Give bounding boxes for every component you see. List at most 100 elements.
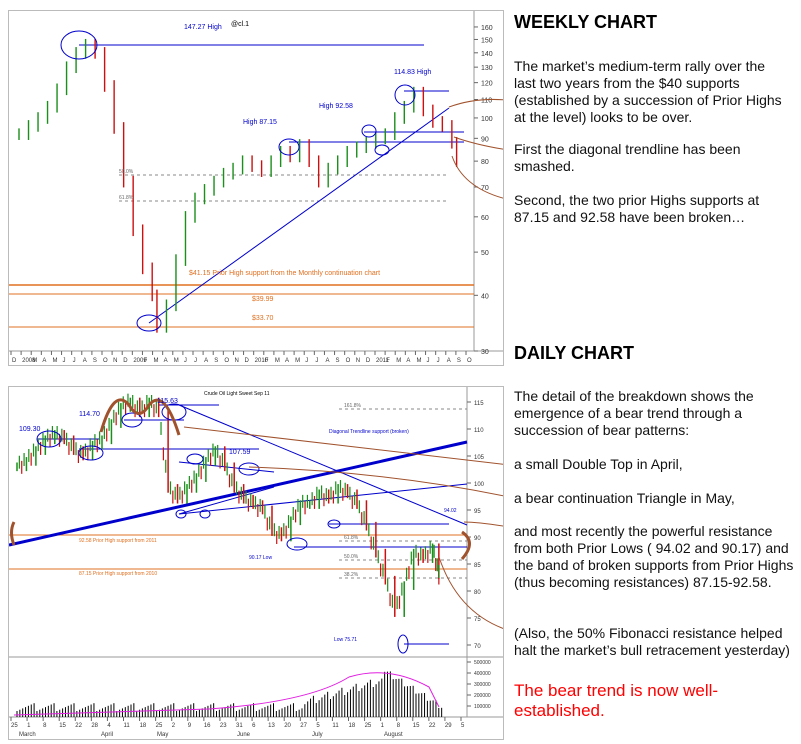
daily-circle-low [397, 634, 409, 654]
weekly-circle-high-114 [394, 84, 416, 106]
daily-label-8715: 87.15 Prior High support from 2010 [79, 571, 157, 577]
weekly-xtick-label: M [52, 358, 57, 364]
daily-xtick-label: 1 [27, 723, 31, 729]
daily-label-9017: 90.17 Low [249, 555, 272, 561]
weekly-label-fib50: 50.0% [119, 169, 134, 175]
weekly-xtick-label: M [275, 358, 280, 364]
daily-ytick-label: 70 [474, 644, 481, 650]
weekly-diagonal-trendline [148, 107, 450, 324]
weekly-circle-high-147 [60, 30, 98, 60]
weekly-xtick-label: D [123, 358, 128, 364]
daily-bracket-right [460, 530, 471, 560]
weekly-xtick-label: M [295, 358, 300, 364]
weekly-ytick-label: 40 [481, 293, 489, 300]
daily-label-9258: 92.58 Prior High support from 2011 [79, 538, 157, 544]
weekly-heading: WEEKLY CHART [514, 12, 658, 32]
weekly-chart: 30 40 50 60 70 80 90 100 110 120 130 140 150 160 D 200… [8, 10, 516, 366]
weekly-ytick-label: 90 [481, 136, 489, 143]
daily-label-fib61: 61.8% [344, 535, 359, 541]
daily-xtick-label: 8 [43, 723, 47, 729]
weekly-xtick-label: J [194, 358, 197, 364]
daily-paragraph-2: a small Double Top in April, [514, 456, 683, 472]
weekly-label-support-41: $41.15 Prior High support from the Month… [189, 270, 380, 277]
weekly-circle-high-92 [361, 124, 377, 138]
weekly-xtick-label: S [93, 358, 97, 364]
daily-xtick-label: 15 [413, 723, 420, 729]
daily-xtick-label: 25 [11, 723, 18, 729]
weekly-xtick-label: A [285, 358, 289, 364]
daily-double-top-mark [99, 398, 181, 436]
daily-xtick-label: 22 [429, 723, 436, 729]
weekly-xtick-label: J [63, 358, 66, 364]
weekly-xtick-label: D [366, 358, 371, 364]
daily-vol-ytick-label: 300000 [474, 682, 491, 688]
daily-xtick-label: 13 [268, 723, 275, 729]
daily-bracket-left [10, 521, 16, 546]
daily-circle-a [78, 445, 104, 461]
daily-symbol: Crude Oil Light Sweet Sep 11 [204, 391, 270, 397]
daily-month-label: April [101, 732, 113, 738]
daily-month-label: June [237, 732, 251, 738]
daily-xtick-label: 31 [236, 723, 243, 729]
daily-paragraph-3: a bear continuation Triangle in May, [514, 490, 735, 506]
weekly-label-3999: $39.99 [252, 296, 274, 303]
weekly-plot-bg [9, 11, 474, 351]
weekly-xtick-label: 2009 [133, 358, 147, 364]
weekly-xtick-label: A [83, 358, 87, 364]
weekly-xtick-label: A [164, 358, 168, 364]
weekly-ytick-label: 60 [481, 215, 489, 222]
weekly-xtick-label: O [103, 358, 108, 364]
weekly-paragraph-1: The market’s medium-term rally over the … [514, 58, 782, 125]
weekly-xtick-label: O [346, 358, 351, 364]
weekly-xtick-label: J [73, 358, 76, 364]
weekly-xtick-label: S [336, 358, 340, 364]
daily-open-interest-line [13, 672, 440, 716]
daily-xtick-label: 18 [140, 723, 147, 729]
daily-label-diag: Diagonal Trendline support (broken) [329, 429, 409, 435]
daily-chart-svg: 7075808590951001051101151000002000003000… [8, 387, 515, 738]
daily-xtick-label: 29 [445, 723, 452, 729]
weekly-xtick-label: 2010 [255, 358, 269, 364]
daily-arrow-triangle [248, 466, 510, 498]
weekly-ytick-label: 150 [481, 37, 493, 44]
daily-month-label: March [19, 732, 36, 738]
weekly-xtick-label: J [305, 358, 308, 364]
daily-heading: DAILY CHART [514, 343, 635, 363]
weekly-circle-high-87 [278, 138, 300, 156]
daily-ytick-label: 110 [474, 428, 484, 434]
daily-xtick-label: 23 [220, 723, 227, 729]
daily-ytick-label: 115 [474, 401, 484, 407]
daily-ytick-label: 90 [474, 536, 481, 542]
weekly-xtick-label: A [406, 358, 410, 364]
daily-diagonal-trendline [8, 440, 468, 547]
daily-label-fib38: 38.2% [344, 572, 359, 578]
daily-circle-f [327, 519, 341, 529]
weekly-xtick-label: F [265, 358, 269, 364]
weekly-ytick-label: 110 [481, 97, 492, 104]
weekly-label-high-147: 147.27 High [184, 24, 222, 31]
daily-ytick-label: 85 [474, 563, 481, 569]
weekly-ytick-label: 80 [481, 159, 489, 166]
daily-label-9402: 94.02 [444, 508, 457, 514]
daily-xtick-label: 2 [172, 723, 176, 729]
daily-label-10759: 107.59 [229, 449, 251, 456]
daily-circle-c [238, 462, 260, 476]
daily-label-low: Low 75.71 [334, 637, 357, 643]
weekly-label-high-87: High 87.15 [243, 119, 277, 126]
weekly-xtick-label: A [204, 358, 208, 364]
daily-label-11563: 115.63 [157, 398, 178, 405]
daily-ytick-label: 100 [474, 482, 485, 488]
weekly-xtick-label: 2011 [376, 358, 390, 364]
weekly-xtick-label: S [457, 358, 461, 364]
daily-chart: 70 75 80 85 90 95 100 105 110 115 100000 200000 3000… [8, 386, 515, 740]
daily-label-11470: 114.70 [79, 411, 100, 418]
daily-circle-10930 [36, 430, 62, 448]
weekly-ytick-label: 70 [481, 185, 489, 192]
daily-paragraph-5: (Also, the 50% Fibonacci resistance help… [514, 625, 790, 658]
daily-vol-ytick-label: 200000 [474, 693, 491, 699]
weekly-ytick-label: 120 [481, 81, 493, 88]
daily-downtrend-line [178, 404, 468, 526]
daily-xtick-label: 15 [59, 723, 66, 729]
daily-xtick-label: 11 [124, 723, 131, 729]
daily-triangle-lower [178, 486, 275, 515]
